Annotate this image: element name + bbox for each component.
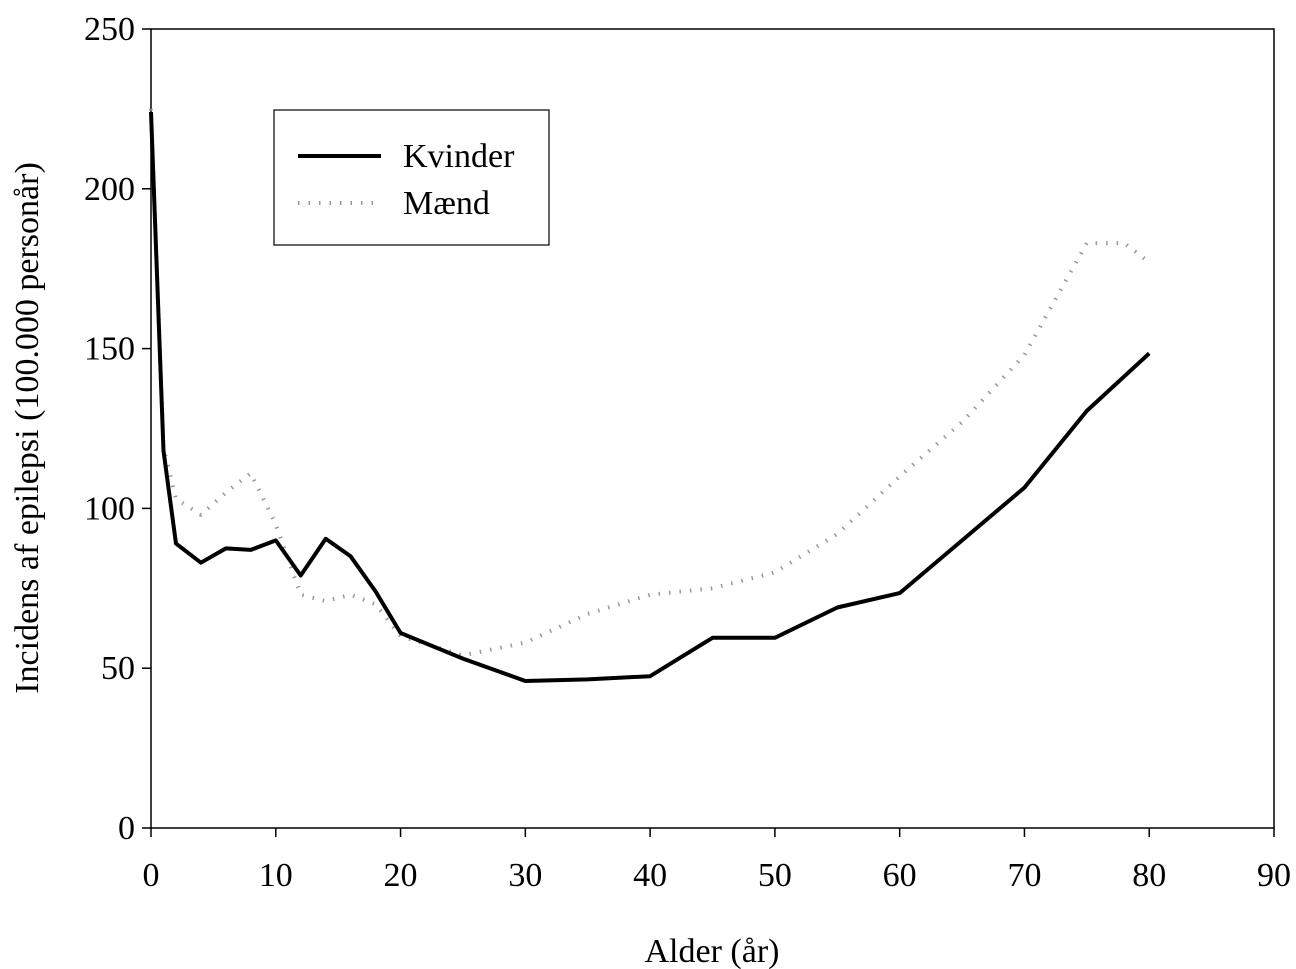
y-tick-label: 150 [84,331,135,368]
x-tick-label: 20 [384,857,418,894]
x-tick-label: 80 [1132,857,1166,894]
x-tick-label: 60 [883,857,917,894]
x-tick-label: 50 [758,857,792,894]
x-axis-title: Alder (år) [645,933,780,969]
x-axis: 0 10 20 30 40 50 60 70 80 90 [143,828,1291,894]
x-tick-label: 10 [259,857,293,894]
y-tick-label: 0 [118,810,135,847]
x-tick-label: 30 [508,857,542,894]
series-line-kvinder [149,112,1151,683]
x-tick-label: 90 [1257,857,1291,894]
legend-label-maend: Mænd [403,185,490,222]
y-tick-label: 50 [101,650,135,687]
y-tick-label: 100 [84,490,135,527]
series-lines [149,108,1151,683]
legend: Kvinder Mænd [273,109,550,246]
y-axis: 0 50 100 150 200 250 [84,11,151,847]
legend-box [273,109,550,246]
x-tick-label: 70 [1007,857,1041,894]
y-axis-title: Incidens af epilepsi (100.000 personår) [9,162,46,694]
x-tick-label: 0 [143,857,160,894]
legend-label-kvinder: Kvinder [403,138,515,175]
y-tick-label: 250 [84,11,135,48]
y-tick-label: 200 [84,171,135,208]
x-tick-label: 40 [633,857,667,894]
